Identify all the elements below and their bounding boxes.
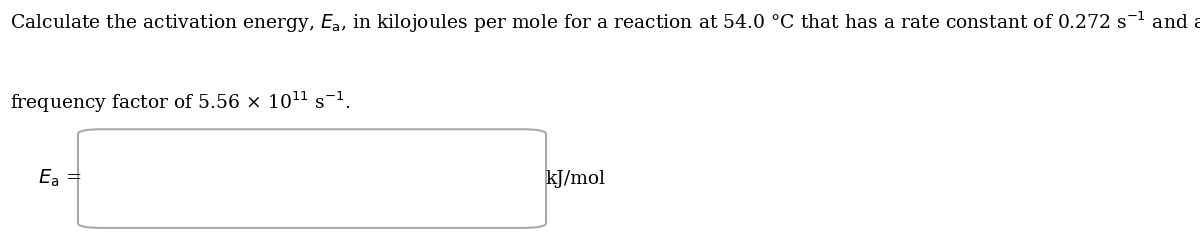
FancyBboxPatch shape: [78, 129, 546, 228]
Text: Calculate the activation energy, $E_{\mathrm{a}}$, in kilojoules per mole for a : Calculate the activation energy, $E_{\ma…: [10, 9, 1200, 35]
Text: frequency factor of 5.56 × 10$^{11}$ s$^{-1}$.: frequency factor of 5.56 × 10$^{11}$ s$^…: [10, 89, 350, 115]
Text: kJ/mol: kJ/mol: [546, 170, 606, 188]
Text: $E_{\mathrm{a}}$ =: $E_{\mathrm{a}}$ =: [38, 168, 82, 189]
